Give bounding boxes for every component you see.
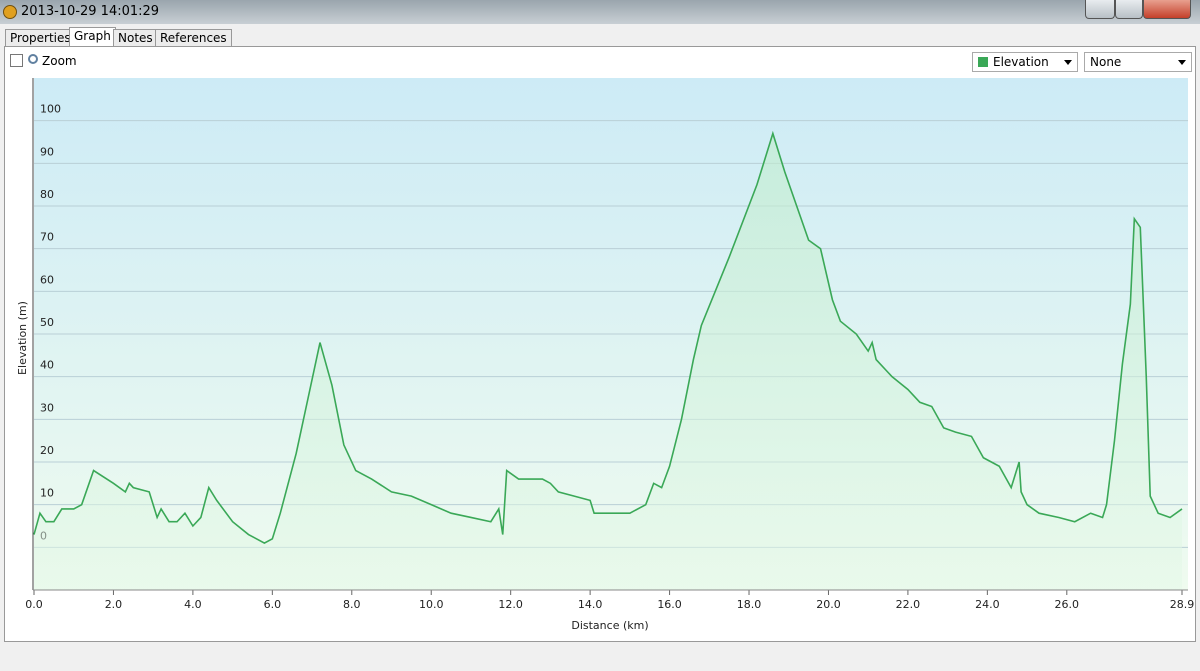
x-tick-label: 2.0 (105, 598, 123, 611)
x-axis-title: Distance (km) (571, 619, 648, 632)
zoom-checkbox[interactable] (10, 54, 23, 67)
y-tick-label: 100 (40, 103, 61, 116)
series-select-label: Elevation (993, 55, 1049, 69)
x-tick-label: 16.0 (657, 598, 682, 611)
x-tick-label: 24.0 (975, 598, 1000, 611)
y-tick-label: 50 (40, 316, 54, 329)
app-icon (3, 5, 17, 19)
y-axis-title: Elevation (m) (16, 301, 29, 375)
area-fill (34, 133, 1182, 590)
series-swatch (978, 57, 988, 67)
series-select[interactable]: Elevation (972, 52, 1078, 72)
y-tick-label: 30 (40, 401, 54, 414)
window-title: 2013-10-29 14:01:29 (21, 4, 160, 19)
x-tick-label: 20.0 (816, 598, 841, 611)
y-tick-label: 70 (40, 231, 54, 244)
x-tick-label: 18.0 (737, 598, 762, 611)
x-tick-label: 12.0 (498, 598, 523, 611)
x-tick-label: 4.0 (184, 598, 202, 611)
second-select-label: None (1090, 55, 1122, 69)
x-tick-label: 26.0 (1055, 598, 1080, 611)
y-tick-label: 90 (40, 145, 54, 158)
second-select[interactable]: None (1084, 52, 1192, 72)
zoom-icon (28, 54, 38, 64)
tab[interactable]: Properties (5, 29, 76, 46)
x-tick-label: 14.0 (578, 598, 603, 611)
tab[interactable]: Notes (113, 29, 158, 46)
x-tick-label: 0.0 (25, 598, 43, 611)
y-tick-label: 20 (40, 444, 54, 457)
tab[interactable]: Graph (69, 27, 116, 46)
x-tick-label: 28.9 (1170, 598, 1195, 611)
y-tick-label: 10 (40, 487, 54, 500)
x-tick-label: 8.0 (343, 598, 361, 611)
y-tick-label: 60 (40, 273, 54, 286)
title-bar: 2013-10-29 14:01:29 (0, 0, 1200, 24)
x-tick-label: 6.0 (264, 598, 282, 611)
dropdown-arrow (1178, 60, 1186, 69)
y-tick-label: 40 (40, 359, 54, 372)
maximize-button[interactable] (1115, 0, 1143, 19)
close-button[interactable] (1143, 0, 1191, 19)
series-line (33, 130, 1183, 544)
minimize-button[interactable] (1085, 0, 1115, 19)
tab[interactable]: References (155, 29, 232, 46)
x-tick-label: 22.0 (896, 598, 921, 611)
x-tick-label: 10.0 (419, 598, 444, 611)
dropdown-arrow (1064, 60, 1072, 69)
zoom-label: Zoom (42, 54, 77, 68)
y-tick-label: 80 (40, 188, 54, 201)
